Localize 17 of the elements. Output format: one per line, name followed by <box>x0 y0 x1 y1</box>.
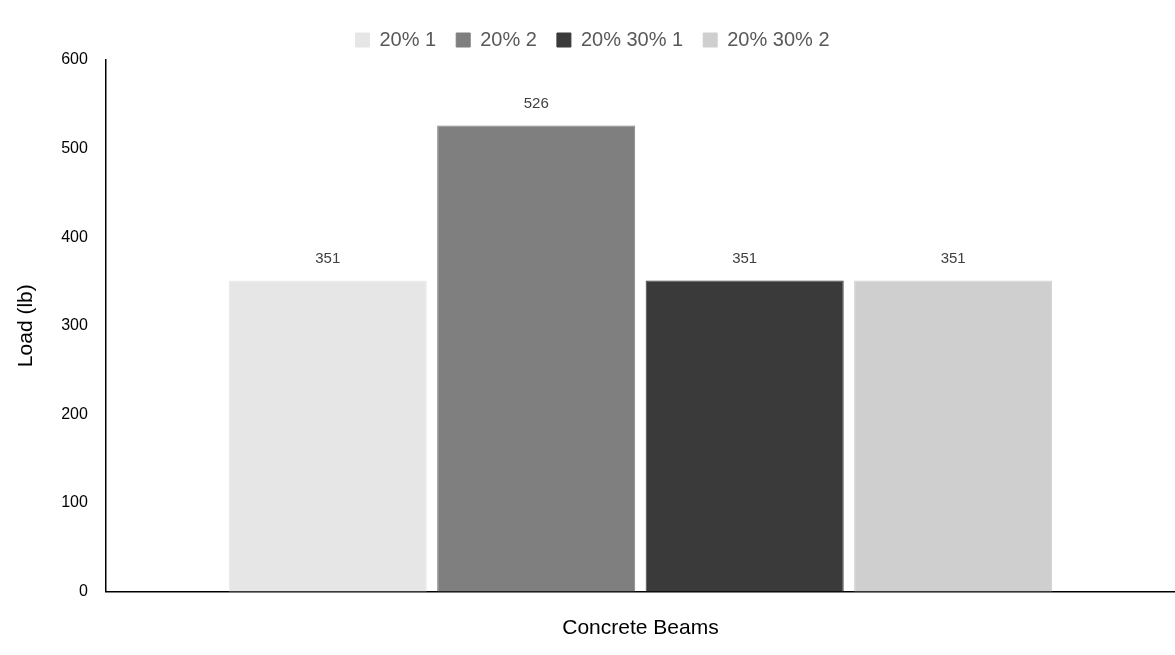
x-axis-title: Concrete Beams <box>562 615 719 639</box>
legend-label: 20% 2 <box>480 27 537 50</box>
y-tick-label: 200 <box>61 404 88 422</box>
y-tick-label: 400 <box>61 227 88 245</box>
data-label: 351 <box>732 249 758 267</box>
legend-label: 20% 30% 2 <box>727 27 830 50</box>
legend-label: 20% 1 <box>379 27 437 50</box>
y-tick-label: 600 <box>61 50 88 68</box>
data-label: 526 <box>523 94 549 112</box>
y-tick-label: 500 <box>61 138 88 156</box>
data-label: 351 <box>315 249 341 267</box>
data-label: 351 <box>940 249 966 267</box>
y-tick-label: 300 <box>61 316 88 334</box>
y-axis-title: Load (lb) <box>13 284 37 368</box>
y-tick-label: 100 <box>61 493 88 511</box>
legend-label: 20% 30% 1 <box>580 27 684 50</box>
y-tick-label: 0 <box>78 581 88 599</box>
